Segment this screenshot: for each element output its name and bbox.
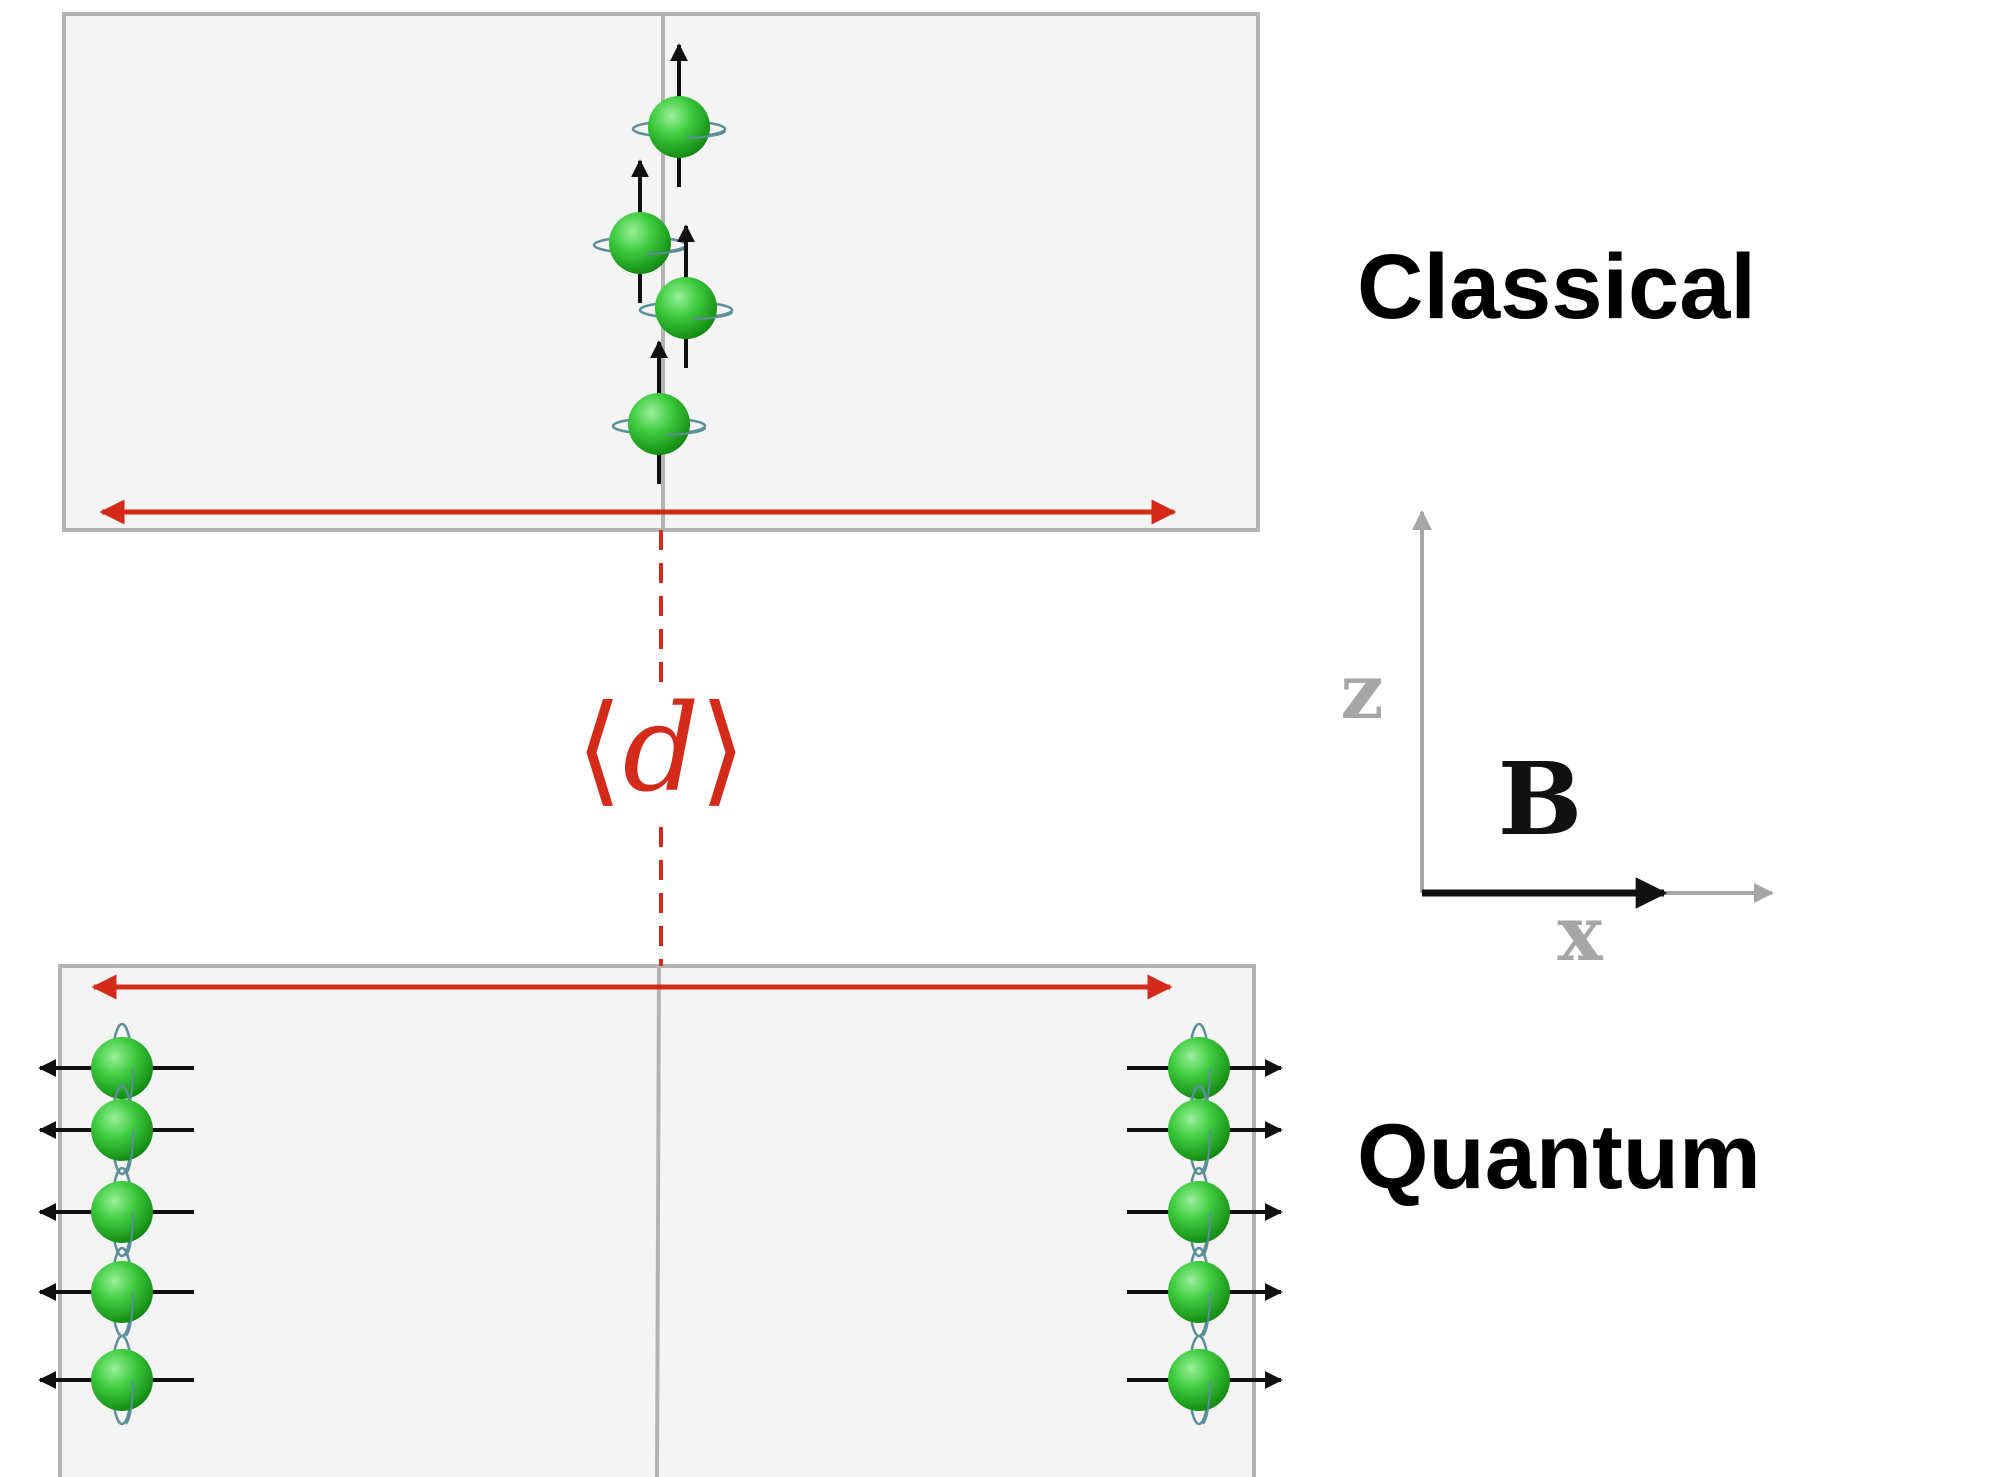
spin-sphere xyxy=(91,1181,153,1243)
spin-particle xyxy=(631,43,727,187)
precession-orbit-front xyxy=(1193,1335,1211,1425)
precession-orbit-front xyxy=(1193,1023,1211,1113)
field-label: B xyxy=(1498,740,1583,858)
quantum-label: Quantum xyxy=(1357,1106,1761,1208)
spin-particle xyxy=(38,1084,194,1176)
precession-orbit-front xyxy=(116,1335,134,1425)
spin-particle xyxy=(38,1246,194,1338)
spin-particle xyxy=(1127,1084,1283,1176)
spin-sphere xyxy=(655,277,717,339)
separation-close-bracket: ⟩ xyxy=(699,680,746,819)
spin-sphere xyxy=(91,1261,153,1323)
precession-orbit-front xyxy=(612,420,706,436)
spin-sphere xyxy=(91,1349,153,1411)
spin-particle xyxy=(1127,1246,1283,1338)
spin-particle xyxy=(611,340,707,484)
precession-orbit-front xyxy=(116,1247,134,1337)
spin-particle xyxy=(1127,1166,1283,1258)
spin-particle xyxy=(1127,1022,1283,1114)
precession-orbit-front xyxy=(632,123,726,139)
spin-sphere xyxy=(1168,1261,1230,1323)
precession-orbit-front xyxy=(1193,1167,1211,1257)
classical-label: Classical xyxy=(1357,236,1756,338)
spin-sphere xyxy=(648,96,710,158)
spin-sphere xyxy=(91,1099,153,1161)
spin-sphere xyxy=(91,1037,153,1099)
classical-spins xyxy=(592,43,734,484)
spin-sphere xyxy=(628,393,690,455)
spin-sphere xyxy=(1168,1099,1230,1161)
spin-particle xyxy=(38,1334,194,1426)
x-axis-label: x xyxy=(1557,889,1603,978)
separation-label-backdrop xyxy=(578,685,748,825)
spin-sphere xyxy=(1168,1181,1230,1243)
separation-open-bracket: ⟨ xyxy=(576,680,623,819)
spin-particle xyxy=(638,224,734,368)
quantum-center-line xyxy=(655,965,661,1477)
axes: z x B xyxy=(1340,510,1774,978)
spin-sphere xyxy=(609,212,671,274)
spin-sphere xyxy=(1168,1037,1230,1099)
spin-sphere xyxy=(1168,1349,1230,1411)
precession-orbit-front xyxy=(1193,1085,1211,1175)
quantum-panel xyxy=(38,964,1283,1477)
classical-panel xyxy=(62,12,1260,532)
precession-orbit-front xyxy=(639,304,733,320)
separation-symbol: d xyxy=(623,680,700,819)
precession-orbit-front xyxy=(116,1167,134,1257)
precession-orbit-front xyxy=(116,1023,134,1113)
separation-label: ⟨d⟩ xyxy=(576,680,746,819)
spin-particle xyxy=(38,1166,194,1258)
quantum-spins xyxy=(38,1022,1283,1426)
spin-particle xyxy=(38,1022,194,1114)
precession-orbit-front xyxy=(1193,1247,1211,1337)
z-axis-label: z xyxy=(1340,647,1383,736)
precession-orbit-front xyxy=(116,1085,134,1175)
spin-particle xyxy=(1127,1334,1283,1426)
separation-indicator: ⟨d⟩ xyxy=(576,530,748,966)
